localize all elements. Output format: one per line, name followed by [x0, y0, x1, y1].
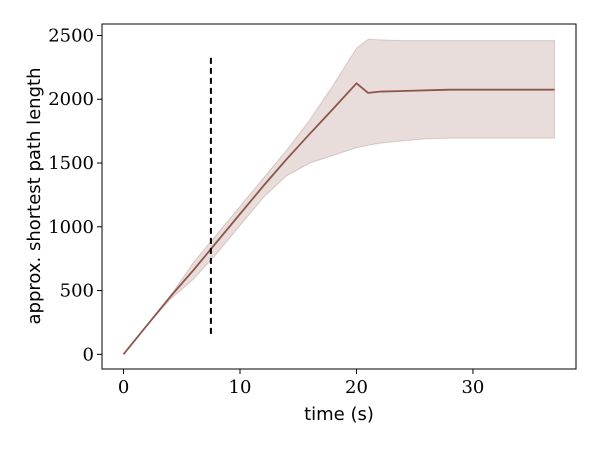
y-tick-label: 1500 — [48, 153, 94, 174]
y-tick-label: 500 — [60, 281, 94, 302]
y-tick-label: 2000 — [48, 89, 94, 110]
y-tick-label: 2500 — [48, 25, 94, 46]
x-tick-label: 10 — [229, 377, 252, 398]
axes-frame — [101, 23, 577, 370]
x-tick-label: 30 — [461, 377, 484, 398]
series-line-0 — [122, 82, 555, 355]
y-tick-label: 1000 — [48, 217, 94, 238]
y-axis-ticks: 0 500 1000 1500 2000 2500 — [48, 25, 102, 365]
x-axis-label: time (s) — [304, 404, 374, 425]
x-tick-label: 0 — [118, 377, 129, 398]
plot-area — [122, 38, 555, 355]
y-tick-label: 0 — [83, 344, 94, 365]
x-tick-label: 20 — [345, 377, 368, 398]
x-axis-ticks: 0 10 20 30 — [118, 369, 484, 398]
y-axis-label: approx. shortest path length — [24, 68, 45, 325]
